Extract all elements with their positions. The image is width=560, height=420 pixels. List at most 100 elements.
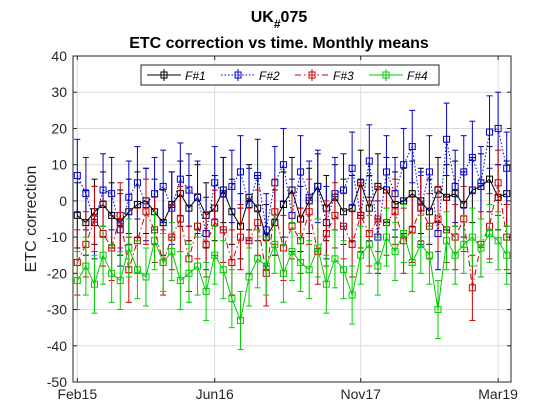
data-point (374, 215, 382, 223)
data-point (468, 153, 476, 161)
legend-marker (308, 71, 316, 79)
data-point (211, 251, 219, 259)
data-point (185, 269, 193, 277)
data-point (194, 262, 202, 270)
data-point (73, 277, 81, 285)
data-point (503, 251, 511, 259)
data-point (245, 201, 253, 209)
legend-label: F#2 (259, 69, 280, 83)
data-point (279, 269, 287, 277)
data-point (357, 251, 365, 259)
data-point (271, 240, 279, 248)
data-point (460, 240, 468, 248)
data-point (468, 233, 476, 241)
data-point (82, 190, 90, 198)
y-tick-label: 20 (51, 120, 67, 136)
data-point (408, 143, 416, 151)
data-point (408, 190, 416, 198)
x-tick-label: Nov17 (340, 386, 381, 402)
data-point (142, 273, 150, 281)
data-point (348, 240, 356, 248)
axes (72, 55, 512, 383)
data-point (460, 168, 468, 176)
data-point (425, 251, 433, 259)
data-point (254, 172, 262, 180)
data-point (108, 269, 116, 277)
data-point (219, 266, 227, 274)
data-point (434, 215, 442, 223)
data-point (408, 258, 416, 266)
data-point (185, 186, 193, 194)
data-point (408, 226, 416, 234)
data-point (142, 208, 150, 216)
data-point (314, 182, 322, 190)
data-point (219, 226, 227, 234)
data-point (305, 208, 313, 216)
x-tick-label: Mar19 (478, 386, 518, 402)
data-point (340, 222, 348, 230)
data-point (228, 295, 236, 303)
data-point (382, 168, 390, 176)
data-point (151, 237, 159, 245)
data-point (176, 277, 184, 285)
data-point (202, 287, 210, 295)
data-point (236, 168, 244, 176)
data-point (236, 233, 244, 241)
data-point (503, 164, 511, 172)
legend-entry: F#1 (147, 69, 206, 83)
legend-label: F#4 (407, 69, 428, 83)
data-point (365, 157, 373, 165)
data-point (425, 168, 433, 176)
data-point (305, 266, 313, 274)
data-point (486, 128, 494, 136)
chart-title-suffix: 075 (281, 9, 308, 26)
y-tick-label: -30 (47, 302, 67, 318)
data-point (82, 262, 90, 270)
data-point (262, 226, 270, 234)
data-point (443, 237, 451, 245)
data-point (176, 175, 184, 183)
legend-label: F#3 (333, 69, 354, 83)
x-tick-label: Jun16 (196, 386, 234, 402)
data-point (477, 179, 485, 187)
legend-marker (382, 71, 390, 79)
data-point (391, 248, 399, 256)
data-point (391, 208, 399, 216)
data-point (159, 182, 167, 190)
data-point (365, 240, 373, 248)
data-point (382, 233, 390, 241)
data-point (340, 186, 348, 194)
data-point (254, 219, 262, 227)
data-point (322, 229, 330, 237)
data-point (262, 262, 270, 270)
data-point (314, 244, 322, 252)
data-point (194, 222, 202, 230)
data-point (254, 255, 262, 263)
legend-marker (160, 71, 168, 79)
data-point (90, 280, 98, 288)
data-point (279, 161, 287, 169)
data-point (400, 161, 408, 169)
legend-entry: F#4 (369, 69, 428, 83)
data-point (151, 190, 159, 198)
data-point (348, 291, 356, 299)
data-point (245, 237, 253, 245)
legend-marker (234, 71, 242, 79)
data-point (297, 168, 305, 176)
y-tick-label: 40 (51, 48, 67, 64)
data-point (73, 172, 81, 180)
data-point (400, 229, 408, 237)
data-point (90, 215, 98, 223)
data-point (477, 244, 485, 252)
data-point (159, 258, 167, 266)
y-tick-label: -20 (47, 265, 67, 281)
y-tick-label: 0 (59, 193, 67, 209)
data-point (486, 229, 494, 237)
legend: F#1 F#2 F#3 F#4 (140, 64, 440, 86)
data-point (468, 284, 476, 292)
data-point (228, 258, 236, 266)
tick-labels: -50 -40 -30 -20 -10 0 10 20 30 40 Feb15 Jun16 Nov17 M… (47, 48, 518, 402)
data-point (245, 273, 253, 281)
y-tick-label: -40 (47, 338, 67, 354)
data-point (451, 251, 459, 259)
